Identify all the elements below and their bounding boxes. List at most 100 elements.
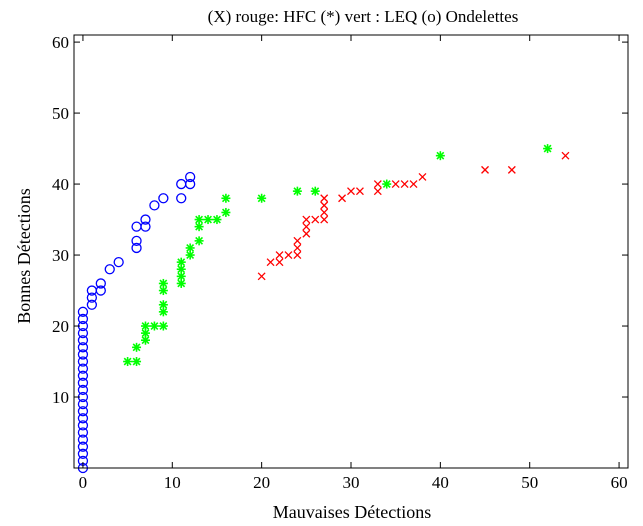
star-point bbox=[435, 151, 445, 161]
x-point bbox=[320, 194, 329, 203]
circle-point bbox=[77, 441, 89, 452]
x-stroke bbox=[338, 194, 347, 203]
circle-point bbox=[77, 335, 89, 346]
circle-point bbox=[95, 278, 106, 289]
star-stroke bbox=[141, 336, 150, 345]
star-stroke bbox=[213, 215, 221, 224]
circle-point bbox=[77, 413, 89, 424]
star-point bbox=[158, 278, 168, 288]
circle-point bbox=[77, 356, 89, 367]
circle-point bbox=[140, 221, 151, 232]
x-point bbox=[284, 251, 293, 260]
star-stroke bbox=[159, 279, 168, 288]
star-point bbox=[149, 321, 159, 331]
x-point bbox=[302, 222, 311, 231]
series-circle bbox=[77, 171, 196, 474]
circle-point bbox=[77, 420, 89, 431]
star-stroke bbox=[177, 265, 186, 274]
x-stroke bbox=[320, 194, 329, 203]
x-stroke bbox=[311, 215, 320, 224]
circle-point bbox=[131, 235, 142, 247]
y-tick-label: 60 bbox=[52, 33, 69, 52]
x-point bbox=[275, 258, 284, 267]
x-point bbox=[400, 180, 409, 189]
star-stroke bbox=[159, 286, 168, 295]
star-point bbox=[158, 321, 168, 331]
chart-title: (X) rouge: HFC (*) vert : LEQ (o) Ondele… bbox=[208, 7, 519, 26]
star-point bbox=[123, 357, 133, 367]
x-point bbox=[391, 180, 400, 189]
x-point bbox=[293, 251, 302, 260]
star-stroke bbox=[159, 300, 168, 309]
x-point bbox=[409, 180, 418, 189]
x-point bbox=[481, 165, 489, 174]
star-stroke bbox=[195, 215, 204, 224]
circle-point bbox=[77, 349, 89, 360]
star-point bbox=[158, 307, 168, 317]
circle-point bbox=[77, 370, 89, 381]
star-point bbox=[132, 357, 142, 367]
star-stroke bbox=[123, 357, 132, 366]
star-point bbox=[221, 207, 231, 217]
star-stroke bbox=[132, 357, 141, 366]
circle-point bbox=[95, 285, 106, 296]
y-tick-label: 10 bbox=[52, 388, 69, 407]
star-stroke bbox=[177, 279, 186, 288]
x-point bbox=[320, 201, 329, 210]
star-point bbox=[257, 193, 267, 203]
x-tick-label: 50 bbox=[521, 473, 538, 492]
circle-point bbox=[176, 193, 187, 204]
x-point bbox=[293, 236, 302, 245]
x-point bbox=[293, 243, 302, 252]
x-stroke bbox=[347, 187, 355, 196]
y-tick-label: 40 bbox=[52, 175, 69, 194]
x-point bbox=[320, 215, 329, 224]
x-stroke bbox=[293, 251, 302, 260]
x-tick-label: 30 bbox=[343, 473, 360, 492]
circle-point bbox=[185, 171, 196, 183]
x-stroke bbox=[302, 215, 311, 224]
x-stroke bbox=[266, 258, 275, 267]
x-point bbox=[302, 215, 311, 224]
x-stroke bbox=[355, 187, 364, 196]
circle-point bbox=[77, 313, 89, 325]
x-stroke bbox=[481, 165, 489, 174]
x-stroke bbox=[561, 151, 570, 160]
x-tick-label: 60 bbox=[611, 473, 628, 492]
x-point bbox=[338, 194, 347, 203]
circle-point bbox=[77, 406, 89, 417]
star-stroke bbox=[382, 180, 391, 189]
x-point bbox=[320, 208, 329, 217]
star-stroke bbox=[159, 322, 168, 330]
x-stroke bbox=[373, 187, 382, 196]
star-stroke bbox=[141, 329, 150, 338]
y-tick-label: 30 bbox=[52, 246, 69, 265]
star-point bbox=[203, 215, 213, 225]
star-point bbox=[185, 243, 195, 253]
star-point bbox=[310, 186, 320, 196]
circle-point bbox=[149, 200, 160, 211]
x-stroke bbox=[320, 201, 329, 210]
x-stroke bbox=[320, 215, 329, 224]
circle-point bbox=[113, 256, 124, 268]
star-stroke bbox=[159, 307, 168, 316]
star-stroke bbox=[132, 343, 141, 352]
x-tick-label: 20 bbox=[253, 473, 270, 492]
circle-point bbox=[86, 299, 98, 310]
circle-point bbox=[131, 242, 142, 254]
star-point bbox=[158, 286, 168, 296]
x-stroke bbox=[257, 272, 266, 281]
x-stroke bbox=[391, 180, 400, 189]
circle-point bbox=[77, 427, 89, 438]
plot-area bbox=[77, 144, 570, 474]
x-stroke bbox=[293, 243, 302, 252]
circle-point bbox=[77, 434, 89, 445]
circle-point bbox=[104, 264, 115, 275]
circle-point bbox=[77, 306, 89, 317]
x-stroke bbox=[302, 222, 311, 231]
star-point bbox=[292, 186, 302, 196]
circle-point bbox=[77, 398, 89, 410]
star-stroke bbox=[177, 272, 186, 281]
